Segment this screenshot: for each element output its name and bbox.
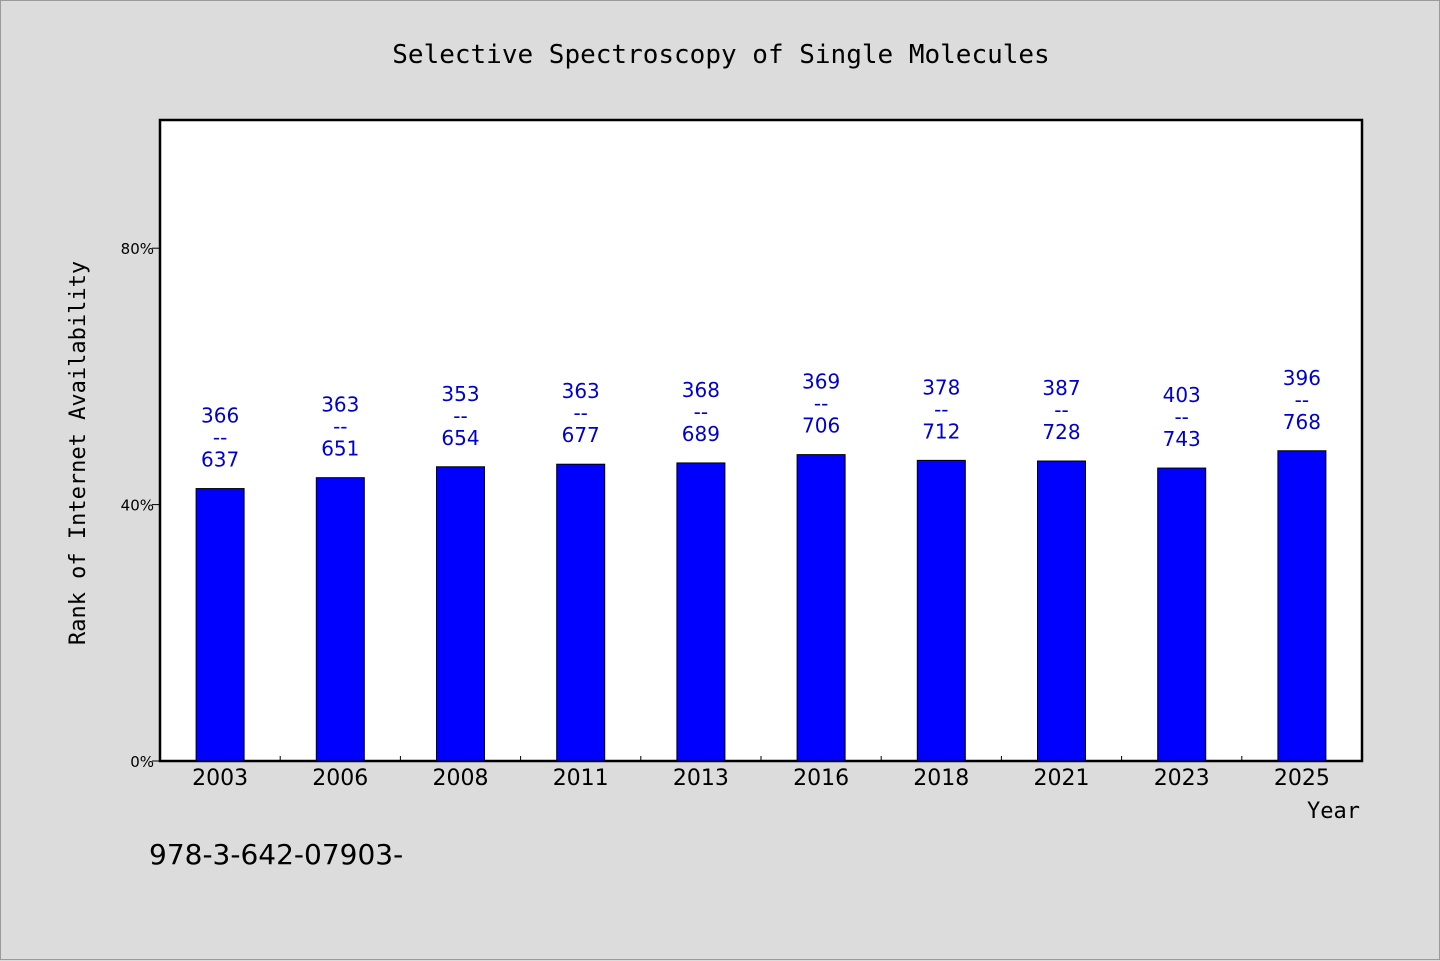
x-tick-label-2025: 2025 xyxy=(1274,766,1330,791)
bar-2006 xyxy=(315,477,365,762)
data-label-sep-2008: -- xyxy=(453,404,467,428)
data-labels-layer: 637--366651--363654--353677--363689--368… xyxy=(201,366,1321,472)
bar-2023 xyxy=(1157,467,1207,762)
data-label-top-2018: 378 xyxy=(922,375,960,399)
data-label-sep-2006: -- xyxy=(333,415,347,439)
data-label-top-2013: 368 xyxy=(682,378,720,402)
data-label-bottom-2003: 637 xyxy=(201,448,239,472)
data-label-bottom-2016: 706 xyxy=(802,414,840,438)
data-label-sep-2018: -- xyxy=(934,397,948,421)
data-label-bottom-2023: 743 xyxy=(1163,427,1201,451)
bar-2016 xyxy=(796,454,846,762)
data-label-top-2021: 387 xyxy=(1042,376,1080,400)
bar-2003 xyxy=(195,488,245,762)
data-label-sep-2003: -- xyxy=(213,426,227,450)
data-label-sep-2016: -- xyxy=(814,392,828,416)
data-label-bottom-2018: 712 xyxy=(922,419,960,443)
bar-2018 xyxy=(916,459,966,762)
data-label-bottom-2013: 689 xyxy=(682,422,720,446)
y-axis: 0% 40% 80% xyxy=(121,240,160,771)
x-tick-label-2006: 2006 xyxy=(312,766,368,791)
x-tick-label-2018: 2018 xyxy=(913,766,969,791)
data-label-top-2023: 403 xyxy=(1163,383,1201,407)
y-tick-label-40: 40% xyxy=(121,497,154,515)
x-tick-label-2013: 2013 xyxy=(673,766,729,791)
data-label-sep-2025: -- xyxy=(1295,388,1309,412)
x-tick-label-2008: 2008 xyxy=(433,766,489,791)
isbn-footnote: 978-3-642-07903- xyxy=(149,838,403,871)
x-axis-label: Year xyxy=(1307,799,1360,824)
data-label-bottom-2025: 768 xyxy=(1283,410,1321,434)
x-axis: 2003 2006 2008 2011 2013 2016 2018 2021 2023 2025 xyxy=(192,756,1330,791)
y-tick-label-80: 80% xyxy=(121,240,154,258)
bars-layer xyxy=(195,450,1327,762)
data-label-top-2008: 353 xyxy=(441,382,479,406)
data-label-sep-2023: -- xyxy=(1174,405,1188,429)
data-label-sep-2013: -- xyxy=(694,400,708,424)
data-label-bottom-2006: 651 xyxy=(321,437,359,461)
y-tick-label-0: 0% xyxy=(130,753,154,771)
data-label-top-2016: 369 xyxy=(802,370,840,394)
bar-2025 xyxy=(1277,450,1327,762)
y-axis-label: Rank of Internet Availability xyxy=(66,261,91,645)
data-label-bottom-2008: 654 xyxy=(441,426,479,450)
data-label-top-2003: 366 xyxy=(201,404,239,428)
bar-2021 xyxy=(1037,460,1086,762)
x-tick-label-2021: 2021 xyxy=(1034,766,1090,791)
x-tick-label-2003: 2003 xyxy=(192,766,248,791)
data-label-sep-2011: -- xyxy=(573,401,587,425)
x-tick-label-2011: 2011 xyxy=(553,766,609,791)
bar-2008 xyxy=(436,466,485,762)
data-label-top-2006: 363 xyxy=(321,393,359,417)
data-label-sep-2021: -- xyxy=(1054,398,1068,422)
x-tick-label-2023: 2023 xyxy=(1154,766,1210,791)
bar-2013 xyxy=(676,462,726,762)
data-label-bottom-2021: 728 xyxy=(1042,420,1080,444)
data-label-top-2025: 396 xyxy=(1283,366,1321,390)
data-label-bottom-2011: 677 xyxy=(562,423,600,447)
bar-2011 xyxy=(556,463,606,762)
x-tick-label-2016: 2016 xyxy=(793,766,849,791)
data-label-top-2011: 363 xyxy=(562,379,600,403)
chart-title: Selective Spectroscopy of Single Molecul… xyxy=(392,40,1049,70)
